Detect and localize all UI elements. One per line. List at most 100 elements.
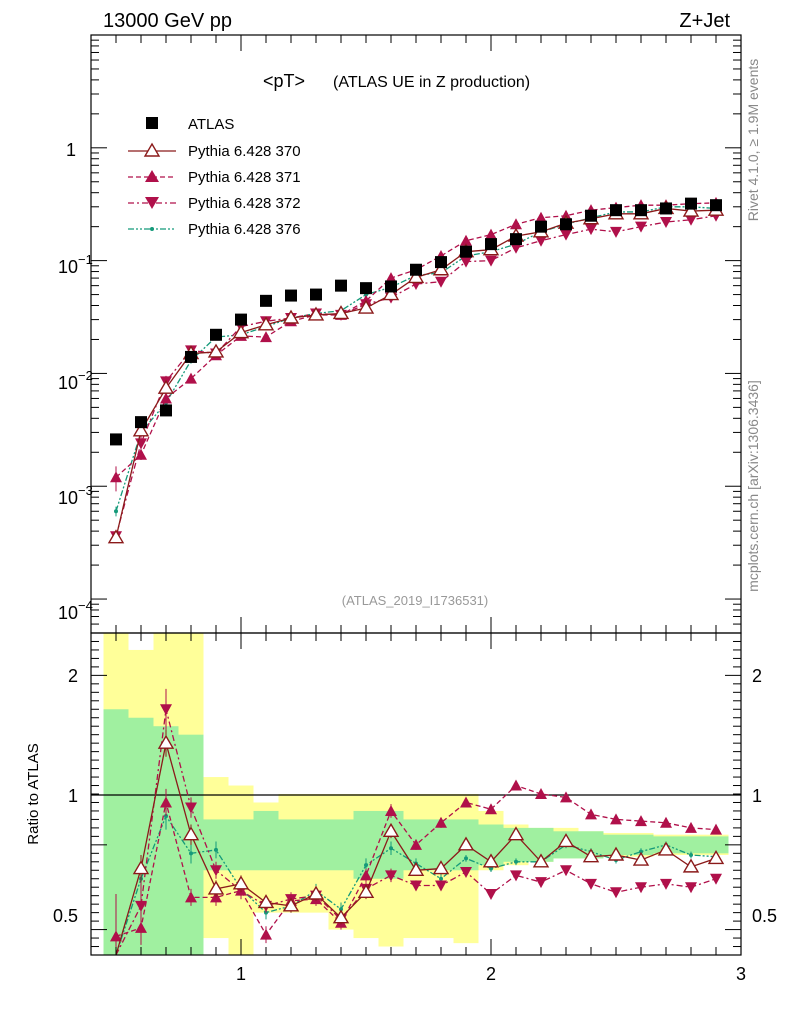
series-atlas (110, 197, 722, 446)
data-point-ratio (514, 859, 518, 864)
data-point-atlas (285, 289, 297, 302)
band-inner (278, 819, 304, 871)
legend-label: Pythia 6.428 376 (188, 221, 301, 238)
band-inner (253, 810, 279, 871)
mcplots-label: mcplots.cern.ch [arXiv:1306.3436] (745, 380, 761, 592)
data-point-ratio (460, 796, 472, 808)
data-point-ratio (189, 851, 193, 856)
band-inner (328, 819, 354, 871)
data-point-ratio (510, 779, 522, 791)
data-point-ratio (110, 930, 122, 942)
data-point-ratio (657, 841, 675, 856)
data-point-ratio (410, 880, 422, 892)
series-line-upper (115, 206, 717, 512)
data-point-atlas (235, 313, 247, 326)
data-point-ratio (207, 880, 225, 895)
xtick-labels: 1 2 3 (236, 964, 746, 984)
data-point-upper (535, 235, 547, 247)
data-point-upper (682, 202, 700, 217)
data-point-ratio (214, 847, 218, 852)
data-point-atlas (160, 404, 172, 417)
data-point-ratio (457, 836, 475, 851)
legend-marker-376 (150, 227, 154, 231)
data-point-ratio (660, 878, 672, 890)
data-point-upper (107, 529, 125, 544)
data-point-upper (332, 305, 350, 320)
data-point-ratio (185, 802, 197, 814)
data-point-ratio (357, 883, 375, 898)
data-point-ratio (135, 921, 147, 933)
data-point-upper (132, 422, 150, 437)
data-point-ratio (685, 882, 697, 894)
data-point-ratio (557, 833, 575, 848)
data-point-ratio (632, 851, 650, 866)
ratio-ytick-label: 1 (68, 786, 78, 806)
data-point-ratio (482, 853, 500, 868)
band-inner (603, 834, 629, 856)
analysis-watermark: (ATLAS_2019_I1736531) (342, 593, 488, 608)
data-point-atlas (535, 220, 547, 233)
ytick-label: 1 (66, 140, 76, 160)
data-point-upper (685, 214, 697, 226)
data-point-atlas (685, 197, 697, 210)
ratio-ytick-label-right: 1 (752, 786, 762, 806)
legend: ATLAS Pythia 6.428 370 Pythia 6.428 371 … (128, 116, 301, 238)
legend-label: Pythia 6.428 372 (188, 195, 301, 212)
data-point-ratio (682, 858, 700, 873)
data-point-ratio (182, 826, 200, 841)
data-point-ratio (157, 734, 175, 749)
data-point-upper (385, 272, 397, 284)
data-point-upper (207, 343, 225, 358)
ytick-label: 10−3 (58, 483, 93, 508)
data-point-upper (110, 471, 122, 483)
data-point-ratio (439, 876, 443, 881)
data-point-ratio (535, 877, 547, 889)
data-point-atlas (260, 294, 272, 307)
xtick-label: 2 (486, 964, 496, 984)
data-point-upper (114, 509, 118, 514)
data-point-upper (135, 448, 147, 460)
data-point-ratio (610, 813, 622, 825)
data-point-ratio (639, 849, 643, 854)
data-point-ratio (560, 791, 572, 803)
data-point-upper (232, 324, 250, 339)
data-point-ratio (585, 808, 597, 820)
header-left: 13000 GeV pp (103, 10, 232, 32)
data-point-ratio (260, 928, 272, 940)
data-point-atlas (610, 204, 622, 217)
rivet-version-label: Rivet 4.1.0, ≥ 1.9M events (745, 59, 761, 222)
data-point-atlas (435, 256, 447, 269)
series-layer (107, 196, 725, 956)
data-point-ratio (257, 894, 275, 909)
data-point-ratio (407, 861, 425, 876)
data-point-upper (610, 226, 622, 238)
data-point-upper (560, 229, 572, 241)
data-point-ratio (339, 907, 343, 912)
data-point-upper (460, 256, 472, 268)
data-point-ratio (582, 848, 600, 863)
data-point-ratio (585, 878, 597, 890)
data-point-atlas (385, 280, 397, 293)
xtick-label: 1 (236, 964, 246, 984)
band-inner (153, 726, 179, 955)
data-point-ratio (185, 891, 197, 903)
legend-label: ATLAS (188, 116, 234, 133)
data-point-upper (485, 228, 497, 240)
data-point-ratio (160, 796, 172, 808)
data-point-atlas (410, 263, 422, 276)
data-point-upper (485, 255, 497, 267)
legend-label: Pythia 6.428 370 (188, 143, 301, 160)
data-point-upper (357, 299, 375, 314)
data-point-ratio (464, 856, 468, 861)
data-point-ratio (232, 875, 250, 890)
ytick-label: 10−2 (58, 368, 93, 393)
legend-marker-371 (145, 170, 159, 182)
data-point-upper (382, 286, 400, 301)
data-point-ratio (689, 853, 693, 858)
data-point-upper (307, 306, 325, 321)
data-point-ratio (560, 865, 572, 877)
data-point-upper (282, 309, 300, 324)
data-point-upper (185, 372, 197, 384)
data-point-ratio (607, 846, 625, 861)
